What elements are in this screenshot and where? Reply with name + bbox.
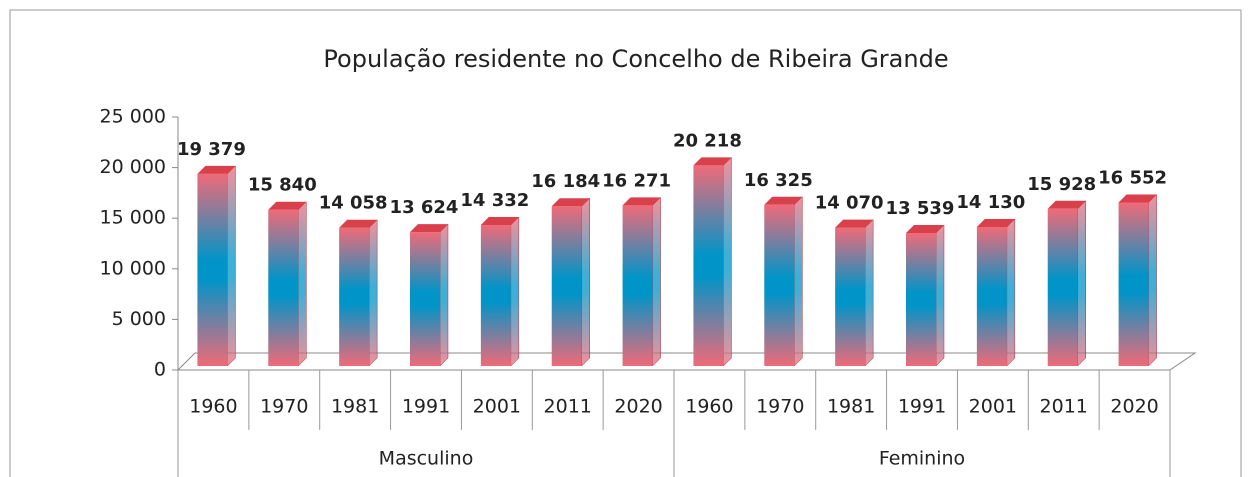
x-tick-label: 1970 xyxy=(756,396,804,418)
bar-side xyxy=(368,219,378,367)
bar xyxy=(622,205,653,366)
data-label: 14 070 xyxy=(815,193,884,214)
bar xyxy=(197,173,228,366)
bar xyxy=(1118,202,1149,366)
bar xyxy=(976,227,1007,366)
bar-side xyxy=(1077,200,1086,367)
data-label: 19 379 xyxy=(177,139,246,160)
floor xyxy=(176,352,1197,371)
bar xyxy=(835,227,866,366)
bar xyxy=(906,232,936,366)
data-label: 16 271 xyxy=(602,170,671,191)
x-tick-label: 2011 xyxy=(1040,396,1088,418)
x-tick-label: 2011 xyxy=(544,396,592,418)
bar xyxy=(693,165,724,366)
x-tick-label: 1991 xyxy=(402,396,450,418)
bar-top xyxy=(622,197,661,206)
bar-side xyxy=(227,165,236,367)
group-label: Masculino xyxy=(379,448,474,470)
data-label: 20 218 xyxy=(673,130,742,151)
y-tick-label: 5 000 xyxy=(112,308,166,330)
x-tick-label: 1960 xyxy=(189,396,237,418)
x-tick-label: 1981 xyxy=(331,396,379,418)
data-label: 13 624 xyxy=(390,197,459,218)
x-tick-label: 2020 xyxy=(614,396,662,418)
y-tick-label: 10 000 xyxy=(100,257,166,279)
bar-side xyxy=(439,223,449,367)
bar-top xyxy=(835,219,874,228)
y-tick-label: 25 000 xyxy=(100,106,166,128)
data-label: 14 058 xyxy=(319,193,388,214)
chart-border xyxy=(9,9,1242,477)
bar-top xyxy=(976,219,1015,228)
data-label: 13 539 xyxy=(886,198,955,219)
bar xyxy=(268,209,299,366)
bar-side xyxy=(298,201,307,367)
bar xyxy=(339,227,370,366)
bar-side xyxy=(794,196,803,367)
data-label: 15 928 xyxy=(1027,174,1096,195)
bar-top xyxy=(693,157,732,166)
y-tick-label: 15 000 xyxy=(100,207,166,229)
bar xyxy=(410,232,440,366)
x-tick-label: 1970 xyxy=(260,396,308,418)
bar-top xyxy=(197,165,236,174)
bar-side xyxy=(581,197,590,367)
x-tick-label: 1981 xyxy=(827,396,875,418)
bar-top xyxy=(480,216,519,225)
y-tick-label: 0 xyxy=(154,359,166,381)
bar-side xyxy=(510,216,520,367)
bar-side xyxy=(935,224,945,367)
chart-title: População residente no Concelho de Ribei… xyxy=(323,45,948,73)
x-tick-label: 1991 xyxy=(898,396,946,418)
bar xyxy=(551,206,582,366)
bar-side xyxy=(723,156,732,367)
bar-top xyxy=(1118,194,1157,203)
bar-top xyxy=(339,219,378,228)
bar xyxy=(764,204,795,366)
bar xyxy=(1047,208,1078,366)
x-tick-label: 2001 xyxy=(969,396,1017,418)
data-label: 14 130 xyxy=(956,192,1025,213)
bar-top xyxy=(1047,200,1086,209)
group-label: Feminino xyxy=(879,448,965,470)
x-tick-label: 2001 xyxy=(473,396,521,418)
x-tick-label: 1960 xyxy=(685,396,733,418)
bar-top xyxy=(268,201,307,210)
y-tick-label: 20 000 xyxy=(100,156,166,178)
bar-top xyxy=(906,224,944,233)
data-label: 16 325 xyxy=(744,170,813,191)
data-label: 16 552 xyxy=(1098,167,1167,188)
bar-side xyxy=(864,219,874,367)
bar-top xyxy=(551,198,590,207)
bar-side xyxy=(652,196,661,367)
bar-top xyxy=(764,196,803,205)
data-label: 16 184 xyxy=(531,171,600,192)
bar xyxy=(480,224,511,366)
bar-side xyxy=(1006,218,1016,367)
data-label: 15 840 xyxy=(248,175,317,196)
bar-side xyxy=(1148,193,1157,367)
data-label: 14 332 xyxy=(460,190,529,211)
x-tick-label: 2020 xyxy=(1110,396,1158,418)
bar-top xyxy=(410,224,448,233)
